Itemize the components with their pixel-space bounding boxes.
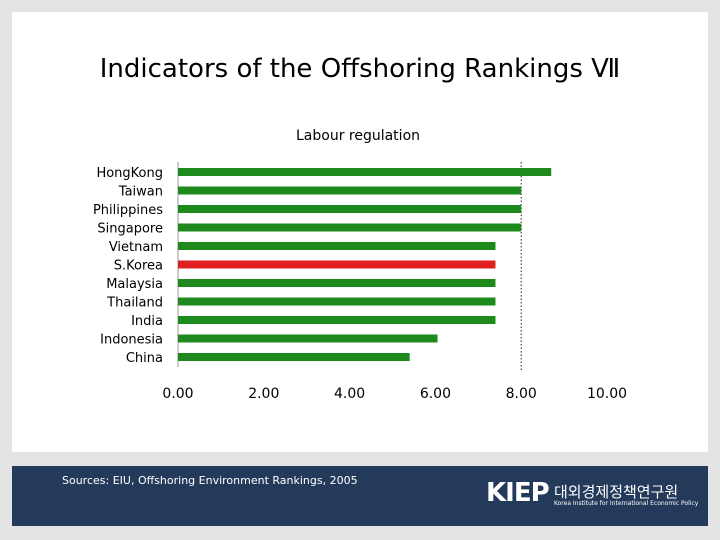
x-tick-label: 2.00 bbox=[248, 386, 279, 402]
logo-english-name: Korea Institute for International Econom… bbox=[554, 500, 699, 507]
category-label: China bbox=[126, 351, 163, 366]
category-label: Malaysia bbox=[106, 277, 163, 292]
bar-indonesia bbox=[178, 334, 438, 343]
chart-title: Labour regulation bbox=[296, 128, 420, 144]
bar-singapore bbox=[178, 223, 522, 232]
sources-note: Sources: EIU, Offshoring Environment Ran… bbox=[62, 474, 358, 487]
footer-bar bbox=[12, 466, 708, 526]
category-labels: HongKong Taiwan Philippines Singapore Vietna… bbox=[93, 166, 163, 366]
category-label: S.Korea bbox=[114, 259, 163, 274]
kiep-logo: KIEP 대외경제정책연구원 Korea Institute for Inter… bbox=[486, 478, 699, 512]
bars-layer bbox=[178, 168, 552, 361]
bar-s-korea bbox=[178, 260, 496, 269]
bar-hongkong bbox=[178, 168, 552, 176]
category-label: Thailand bbox=[106, 296, 163, 311]
logo-mark: KIEP bbox=[486, 478, 550, 508]
category-label: India bbox=[131, 314, 163, 329]
bar-malaysia bbox=[178, 279, 496, 287]
x-tick-label: 0.00 bbox=[162, 386, 193, 402]
bar-vietnam bbox=[178, 242, 496, 250]
category-label: Singapore bbox=[97, 222, 163, 237]
category-label: HongKong bbox=[96, 166, 163, 181]
x-axis-ticks: 0.00 2.00 4.00 6.00 8.00 10.00 bbox=[162, 386, 627, 402]
x-tick-label: 6.00 bbox=[420, 386, 451, 402]
bar-taiwan bbox=[178, 186, 522, 195]
category-label: Indonesia bbox=[100, 333, 163, 348]
x-tick-label: 8.00 bbox=[506, 386, 537, 402]
bar-thailand bbox=[178, 297, 496, 306]
bar-philippines bbox=[178, 205, 522, 213]
logo-korean-name: 대외경제정책연구원 bbox=[554, 483, 679, 501]
category-label: Taiwan bbox=[118, 185, 163, 200]
bar-india bbox=[178, 316, 496, 324]
bar-china bbox=[178, 353, 410, 361]
category-label: Vietnam bbox=[109, 240, 163, 255]
slide-title: Indicators of the Offshoring Rankings Ⅶ bbox=[99, 54, 621, 84]
x-tick-label: 4.00 bbox=[334, 386, 365, 402]
category-label: Philippines bbox=[93, 203, 163, 218]
x-tick-label: 10.00 bbox=[587, 386, 627, 402]
